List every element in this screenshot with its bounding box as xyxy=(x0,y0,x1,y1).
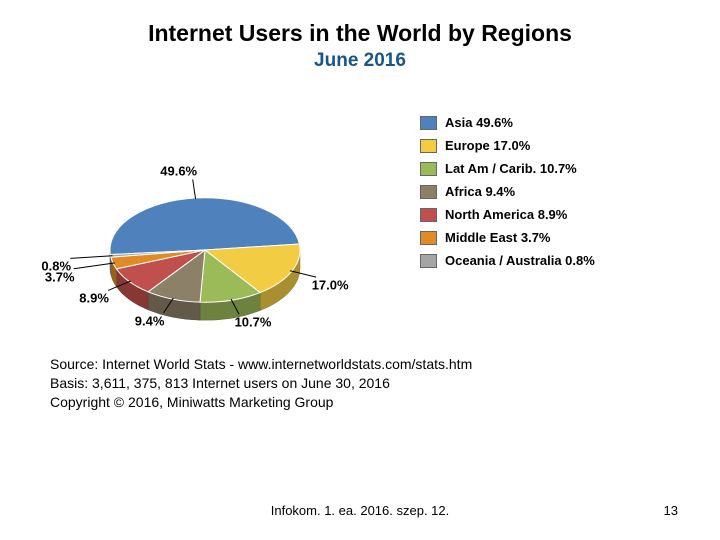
legend-item: North America 8.9% xyxy=(420,207,670,222)
legend-label: Lat Am / Carib. 10.7% xyxy=(445,161,577,176)
source-block: Source: Internet World Stats - www.inter… xyxy=(50,355,472,412)
footer-caption: Infokom. 1. ea. 2016. szep. 12. xyxy=(0,503,720,518)
legend-item: Lat Am / Carib. 10.7% xyxy=(420,161,670,176)
legend-swatch xyxy=(420,185,437,199)
legend-label: Europe 17.0% xyxy=(445,138,530,153)
legend-swatch xyxy=(420,254,437,268)
pie-slice-label: 49.6% xyxy=(160,164,197,179)
source-line-1: Source: Internet World Stats - www.inter… xyxy=(50,355,472,374)
legend: Asia 49.6% Europe 17.0% Lat Am / Carib. 10… xyxy=(420,115,670,276)
chart-title-main: Internet Users in the World by Regions xyxy=(50,20,670,48)
legend-swatch xyxy=(420,116,437,130)
pie-wrap: 49.6%17.0%10.7%9.4%8.9%3.7%0.8% xyxy=(50,105,400,335)
legend-label: Africa 9.4% xyxy=(445,184,515,199)
chart-body: 49.6%17.0%10.7%9.4%8.9%3.7%0.8% Asia 49.… xyxy=(50,105,670,335)
footer-page-number: 13 xyxy=(664,503,678,518)
pie-slice-label: 8.9% xyxy=(79,291,109,306)
chart-title-sub: June 2016 xyxy=(50,50,670,72)
legend-item: Asia 49.6% xyxy=(420,115,670,130)
legend-label: Middle East 3.7% xyxy=(445,230,550,245)
legend-label: North America 8.9% xyxy=(445,207,567,222)
source-line-2: Basis: 3,611, 375, 813 Internet users on… xyxy=(50,374,472,393)
pie-slice-label: 0.8% xyxy=(41,259,71,274)
pie-slice-label: 17.0% xyxy=(312,278,349,293)
slide: Internet Users in the World by Regions J… xyxy=(0,0,720,540)
legend-label: Oceania / Australia 0.8% xyxy=(445,253,595,268)
legend-item: Europe 17.0% xyxy=(420,138,670,153)
pie-slice-label: 10.7% xyxy=(235,315,272,330)
chart-area: Internet Users in the World by Regions J… xyxy=(50,20,670,460)
pie-slice-label: 9.4% xyxy=(135,313,165,328)
legend-swatch xyxy=(420,162,437,176)
legend-swatch xyxy=(420,208,437,222)
legend-swatch xyxy=(420,231,437,245)
legend-item: Oceania / Australia 0.8% xyxy=(420,253,670,268)
source-line-3: Copyright © 2016, Miniwatts Marketing Gr… xyxy=(50,393,472,412)
legend-item: Middle East 3.7% xyxy=(420,230,670,245)
legend-item: Africa 9.4% xyxy=(420,184,670,199)
legend-swatch xyxy=(420,139,437,153)
legend-label: Asia 49.6% xyxy=(445,115,513,130)
